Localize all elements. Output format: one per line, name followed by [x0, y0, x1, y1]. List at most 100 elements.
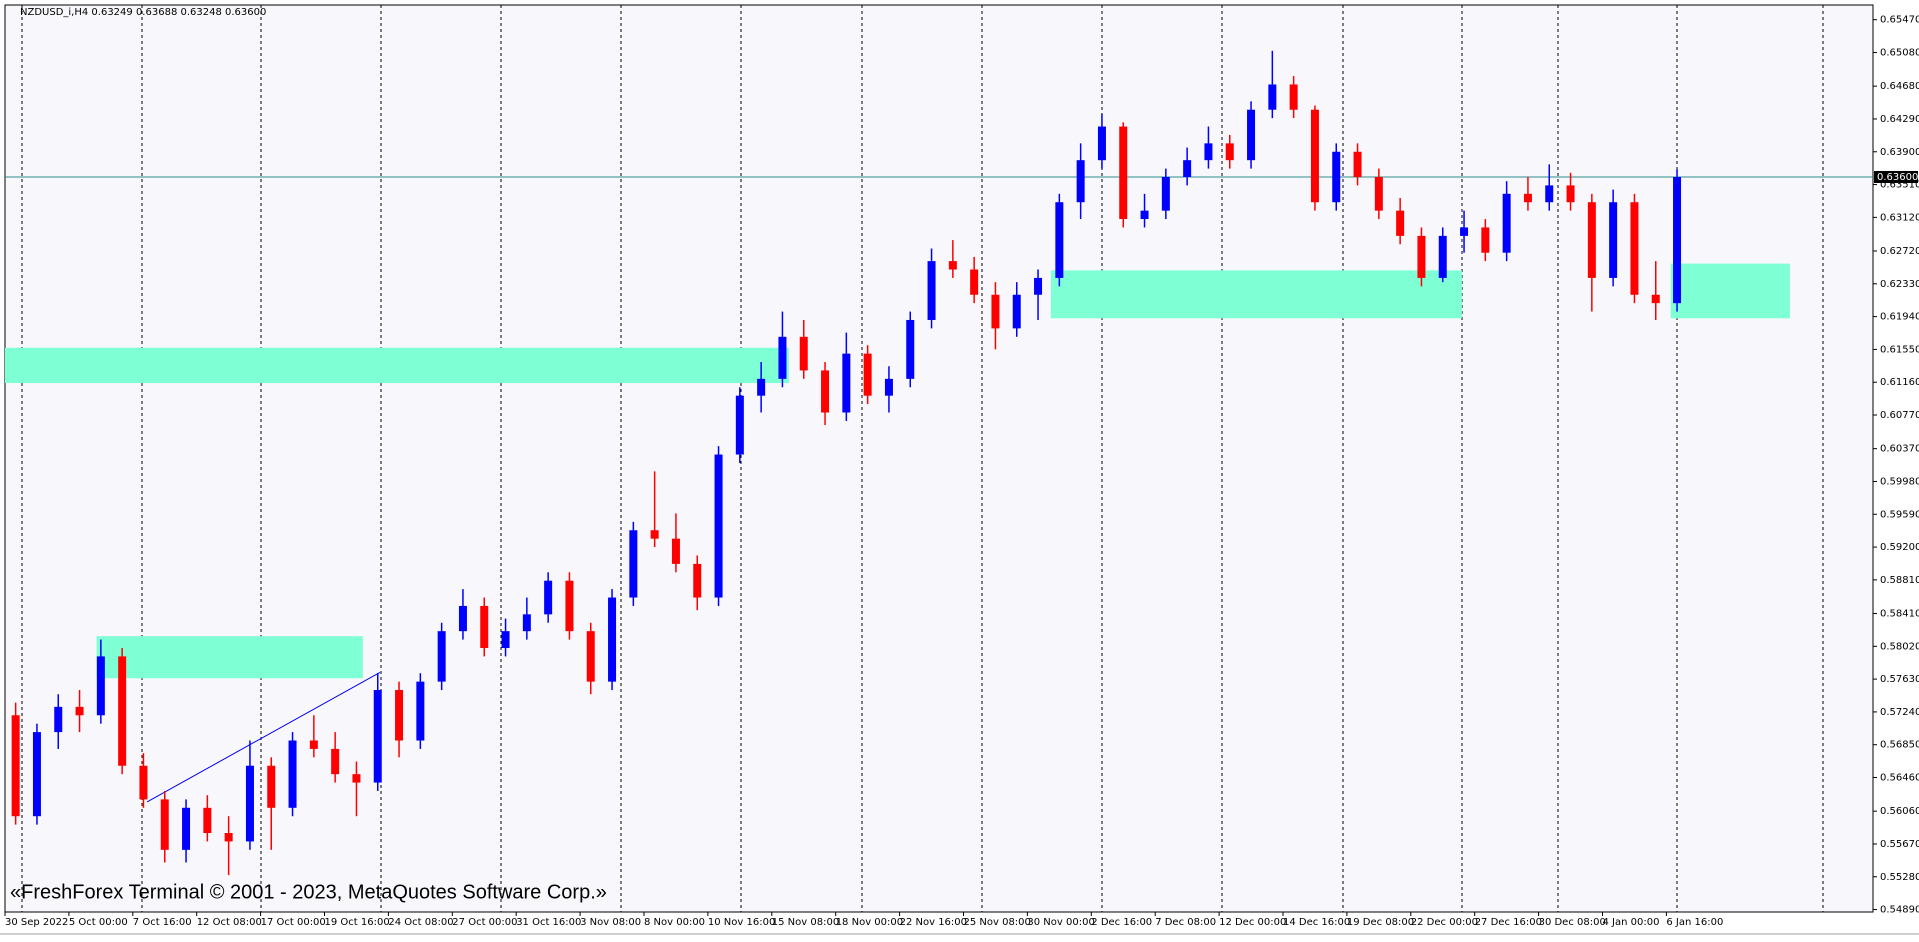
x-tick-label: 8 Nov 00:00	[644, 917, 705, 928]
candle-body	[1055, 202, 1064, 278]
candle-body	[735, 395, 744, 455]
y-tick-label: 0.65080	[1880, 48, 1919, 59]
candle-body	[650, 530, 659, 539]
candle-body	[458, 605, 467, 632]
x-tick-label: 19 Oct 16:00	[324, 917, 389, 928]
y-tick-label: 0.63120	[1880, 212, 1919, 223]
y-tick-label: 0.62720	[1880, 246, 1919, 257]
trendline	[146, 671, 381, 803]
candle-body	[821, 370, 830, 413]
x-tick-label: 27 Dec 16:00	[1475, 917, 1542, 928]
candle-body	[1225, 143, 1234, 161]
candle-body	[1183, 160, 1192, 177]
y-tick-label: 0.59590	[1880, 509, 1919, 520]
candle-body	[182, 807, 191, 850]
y-tick-label: 0.61160	[1880, 377, 1919, 388]
candle-body	[309, 740, 318, 749]
candle-body	[1630, 202, 1639, 295]
y-tick-label: 0.64680	[1880, 81, 1919, 92]
x-tick-label: 22 Nov 16:00	[900, 917, 967, 928]
candle-body	[544, 580, 553, 615]
candle-body	[331, 748, 340, 775]
candle-body	[1460, 227, 1469, 236]
x-tick-label: 31 Oct 16:00	[516, 917, 581, 928]
zones	[5, 263, 1790, 679]
y-tick-label: 0.64290	[1880, 114, 1919, 125]
candle-body	[54, 706, 63, 733]
y-tick-label: 0.63900	[1880, 147, 1919, 158]
x-tick-label: 17 Oct 00:00	[261, 917, 326, 928]
y-tick-label: 0.58410	[1880, 609, 1919, 620]
candle-body	[32, 732, 41, 817]
y-tick-label: 0.57630	[1880, 674, 1919, 685]
candle-body	[1140, 210, 1149, 220]
x-tick-label: 25 Nov 08:00	[963, 917, 1030, 928]
plot-area	[4, 4, 1874, 913]
y-tick-label: 0.55670	[1880, 839, 1919, 850]
candle-body	[629, 530, 638, 598]
candle-body	[1034, 277, 1043, 295]
candle-body	[714, 454, 723, 598]
candle-body	[1417, 235, 1426, 278]
candle-body	[1161, 176, 1170, 211]
candle-body	[416, 681, 425, 741]
candle-body	[267, 765, 276, 808]
zone	[96, 636, 363, 679]
candle-body	[1332, 151, 1341, 203]
y-tick-label: 0.60770	[1880, 410, 1919, 421]
y-tick-label: 0.56460	[1880, 773, 1919, 784]
x-tick-label: 6 Jan 16:00	[1666, 917, 1723, 928]
candle-body	[1438, 235, 1447, 278]
x-tick-label: 15 Nov 08:00	[772, 917, 839, 928]
zone	[5, 347, 789, 384]
candle-body	[799, 336, 808, 371]
candle-body	[1374, 176, 1383, 211]
candle-body	[1523, 193, 1532, 203]
candle-body	[480, 605, 489, 648]
y-tick-label: 0.62330	[1880, 279, 1919, 290]
price-label: 0.63600	[1877, 172, 1918, 183]
x-tick-label: 3 Nov 08:00	[580, 917, 641, 928]
y-tick-label: 0.54890	[1880, 905, 1919, 916]
candle-body	[1289, 84, 1298, 110]
candle-body	[608, 597, 617, 682]
candle-body	[1502, 193, 1511, 253]
candle-body	[1651, 294, 1660, 304]
candle-body	[1097, 126, 1106, 161]
candle-body	[757, 378, 766, 396]
candle-body	[118, 656, 127, 766]
candle-body	[1587, 202, 1596, 278]
candle-body	[437, 631, 446, 682]
candle-body	[245, 765, 254, 842]
candle-body	[863, 353, 872, 396]
price-label-box	[1874, 170, 1918, 183]
zone	[1670, 263, 1790, 319]
axes: 0.65470 0.65080 0.64680 0.64290 0.63900 0.635…	[4, 15, 1919, 928]
candle-body	[1012, 294, 1021, 329]
candle-body	[203, 807, 212, 834]
candle-body	[948, 261, 957, 270]
x-tick-label: 7 Dec 08:00	[1155, 917, 1216, 928]
x-tick-label: 30 Dec 08:00	[1539, 917, 1606, 928]
x-tick-label: 22 Dec 00:00	[1411, 917, 1478, 928]
x-tick-label: 2 Dec 16:00	[1091, 917, 1152, 928]
x-tick-label: 27 Oct 00:00	[452, 917, 517, 928]
candle-body	[927, 261, 936, 320]
candle-body	[884, 378, 893, 396]
candles	[5, 50, 1873, 876]
candle-body	[1204, 143, 1213, 161]
x-tick-label: 5 Oct 00:00	[69, 917, 128, 928]
candle-body	[1310, 109, 1319, 203]
y-tick-label: 0.63510	[1880, 180, 1919, 191]
y-tick-label: 0.58810	[1880, 575, 1919, 586]
candle-body	[671, 538, 680, 564]
y-tick-label: 0.60370	[1880, 444, 1919, 455]
x-tick-label: 19 Dec 08:00	[1347, 917, 1414, 928]
x-tick-label: 10 Nov 16:00	[708, 917, 775, 928]
candle-body	[288, 740, 297, 808]
y-tick-label: 0.55280	[1880, 872, 1919, 883]
x-tick-label: 12 Oct 08:00	[197, 917, 262, 928]
y-tick-label: 0.61550	[1880, 344, 1919, 355]
